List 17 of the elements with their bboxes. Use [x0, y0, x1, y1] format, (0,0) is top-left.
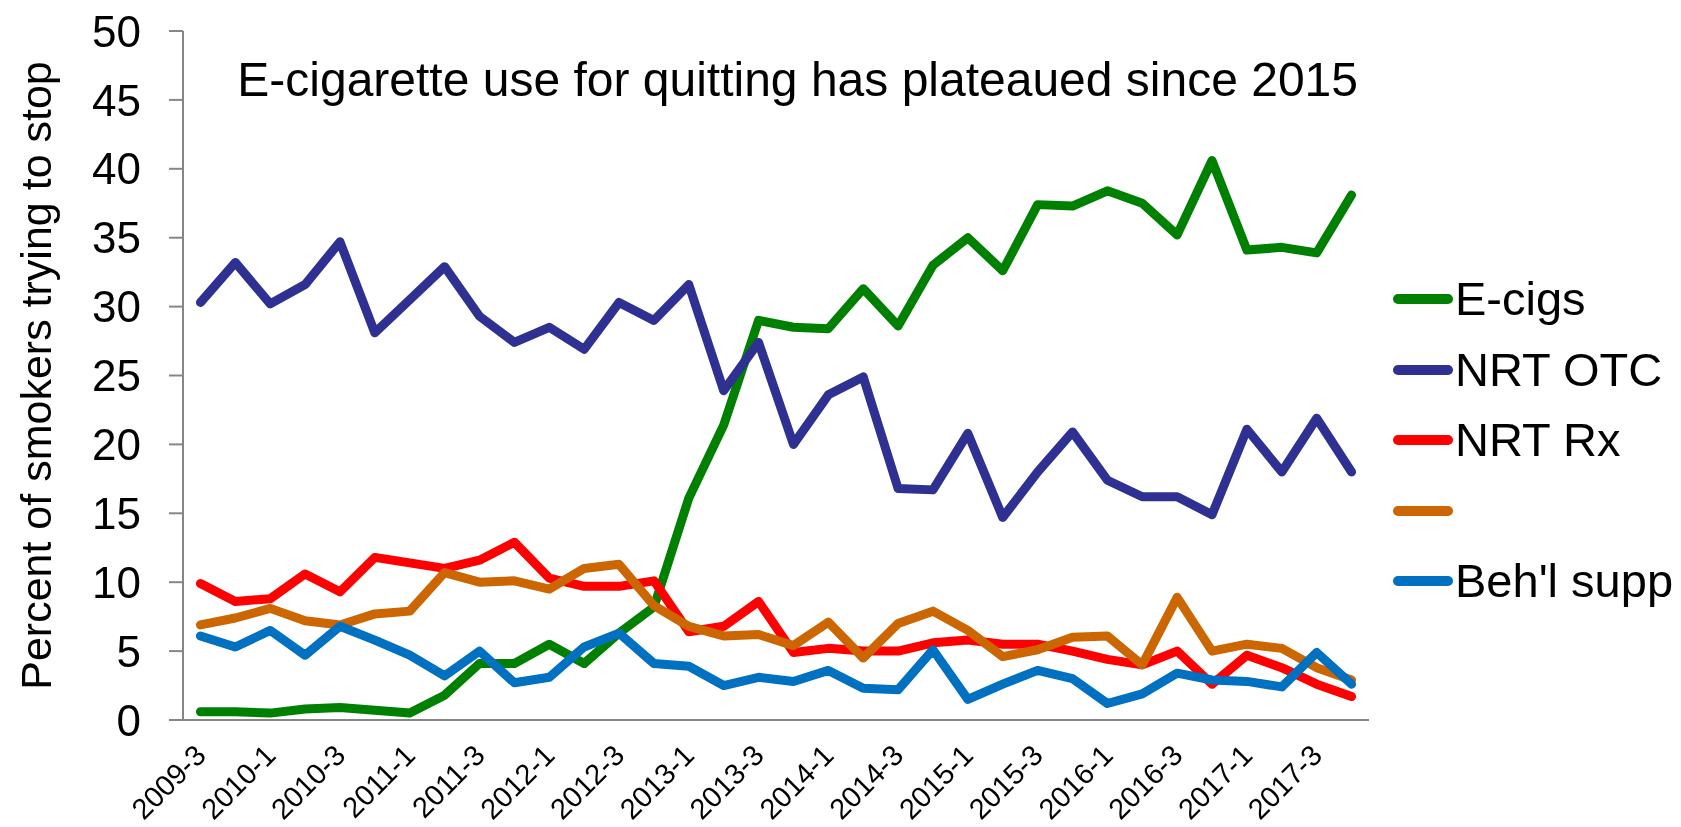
legend-label: NRT OTC — [1455, 342, 1663, 397]
y-tick-label: 0 — [116, 695, 141, 745]
text: E-cigarette use for quitting has plateaued since 2015 — [237, 52, 1358, 108]
y-tick-label: 35 — [92, 213, 141, 263]
y-tick-label: 25 — [92, 351, 141, 401]
y-tick-label: 30 — [92, 282, 141, 332]
legend-label: Beh'l supp — [1455, 554, 1674, 609]
y-tick-label: 15 — [92, 488, 141, 538]
y-tick-label: 5 — [116, 626, 141, 676]
legend-label: NRT Rx — [1455, 413, 1621, 468]
y-tick-label: 50 — [92, 6, 141, 56]
y-tick-label: 10 — [92, 557, 141, 607]
y-tick-label: 40 — [92, 144, 141, 194]
y-axis-title: Percent of smokers trying to stop — [12, 61, 61, 690]
y-tick-label: 20 — [92, 420, 141, 470]
y-tick-label: 45 — [92, 75, 141, 125]
legend-label: E-cigs — [1455, 272, 1586, 327]
